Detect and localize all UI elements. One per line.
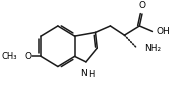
Text: H: H xyxy=(89,70,95,79)
Text: N: N xyxy=(80,69,87,78)
Text: CH₃: CH₃ xyxy=(1,52,17,61)
Text: NH₂: NH₂ xyxy=(144,44,161,53)
Text: OH: OH xyxy=(157,27,171,36)
Text: O: O xyxy=(138,1,146,10)
Text: O: O xyxy=(25,52,32,61)
